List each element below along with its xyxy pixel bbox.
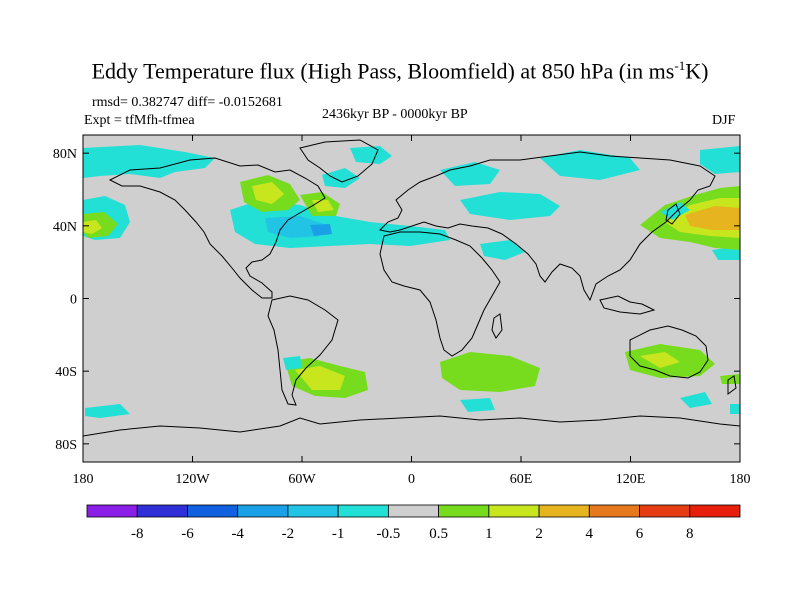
field-great-lakes-yellow [252,182,284,204]
x-tick-label: 0 [408,472,415,487]
coastlines [83,139,740,437]
field-australia-yellow [640,352,680,368]
coast-indonesia [599,295,656,315]
field-north-pacific-east-cyan [712,246,740,260]
colorbar-swatch [488,504,540,518]
colorbar-swatch [287,504,339,518]
experiment-label: Expt = tfMfh-tfmea [84,113,195,128]
field-central-asia-cyan [460,192,560,220]
y-tick-label: 40S [55,365,77,380]
field-south-indian-cyan [460,398,495,412]
field-eastern-pacific-yellow [83,220,102,234]
x-tick-label: 60W [288,472,316,487]
coast-japan [665,203,681,225]
field-north-pacific-cyan [83,145,215,178]
field-siberia-cyan [540,150,640,180]
field-nw-pacific-orange [685,206,740,230]
colorbar-swatch [187,504,239,518]
colorbar-swatch [438,504,490,518]
colorbar-swatch [538,504,590,518]
colorbar-swatch [639,504,691,518]
y-tick-label: 0 [70,293,77,308]
coast-north-america [108,157,326,299]
coast-new-zealand [727,375,737,395]
field-south-pacific-cyan [85,404,130,418]
field-south-america-cyan [283,356,302,370]
coast-africa [379,231,501,357]
map-background [83,135,740,462]
anomaly-fields [83,145,740,418]
title-superscript: -1 [674,58,686,73]
y-tick-label: 80S [55,438,77,453]
colorbar-label: 1 [485,526,493,542]
colorbar-swatch [387,504,440,518]
x-tick-label: 60E [510,472,533,487]
season-label: DJF [712,113,736,128]
chart-title: Eddy Temperature flux (High Pass, Bloomf… [0,58,800,84]
x-tick-label: 120W [175,472,210,487]
colorbar-label: -1 [332,526,345,542]
coast-madagascar [491,313,503,339]
x-axis: 180 120W 60W 0 60E 120E 180 [73,135,751,487]
coast-greenland [299,139,379,183]
field-middle-east-cyan [480,240,525,260]
x-tick-label: 180 [73,472,94,487]
field-greenland-cyan [322,168,360,188]
colorbar-label: 2 [535,526,543,542]
field-arctic-cyan [350,146,392,164]
colorbar-swatch [337,504,389,518]
coast-eurasia [378,151,716,302]
title-end: K) [685,58,709,84]
colorbar-swatch [86,504,138,518]
colorbar-swatch [588,504,640,518]
stats-label: rmsd= 0.382747 diff= -0.0152681 [92,95,283,110]
colorbar-label: -6 [181,526,194,542]
colorbar-label: 0.5 [429,526,448,542]
colorbar-label: 8 [686,526,694,542]
colorbar-swatch [136,504,188,518]
x-tick-label: 180 [730,472,751,487]
colorbar-label: 6 [636,526,644,542]
field-south-atlantic-yellow [295,366,345,390]
field-southern-ocean-cyan [680,392,712,408]
y-tick-label: 40N [53,220,77,235]
colorbar-swatch [237,504,289,518]
coast-south-america [267,295,339,406]
title-main: Eddy Temperature flux (High Pass, Bloomf… [91,58,675,84]
coast-australia [629,325,709,379]
colorbar-swatch [689,504,741,518]
field-north-atlantic-dark [310,224,332,236]
field-south-pacific-east-cyan [730,404,740,414]
period-label: 2436kyr BP - 0000kyr BP [322,107,468,122]
y-tick-label: 80N [53,147,77,162]
colorbar-label: -0.5 [377,526,401,542]
y-axis: 80N 40N 0 40S 80S [53,147,740,453]
colorbar-label: -2 [282,526,295,542]
field-scandinavia-cyan [440,162,500,186]
field-bering-cyan [700,146,740,174]
colorbar-label: -4 [231,526,244,542]
field-south-indian-green [440,352,540,392]
colorbar: -8 -6 -4 -2 -1 -0.5 0.5 1 2 4 6 8 [86,504,741,542]
coast-antarctica [83,415,740,437]
colorbar-label: -8 [131,526,144,542]
colorbar-label: 4 [586,526,594,542]
x-tick-label: 120E [616,472,646,487]
